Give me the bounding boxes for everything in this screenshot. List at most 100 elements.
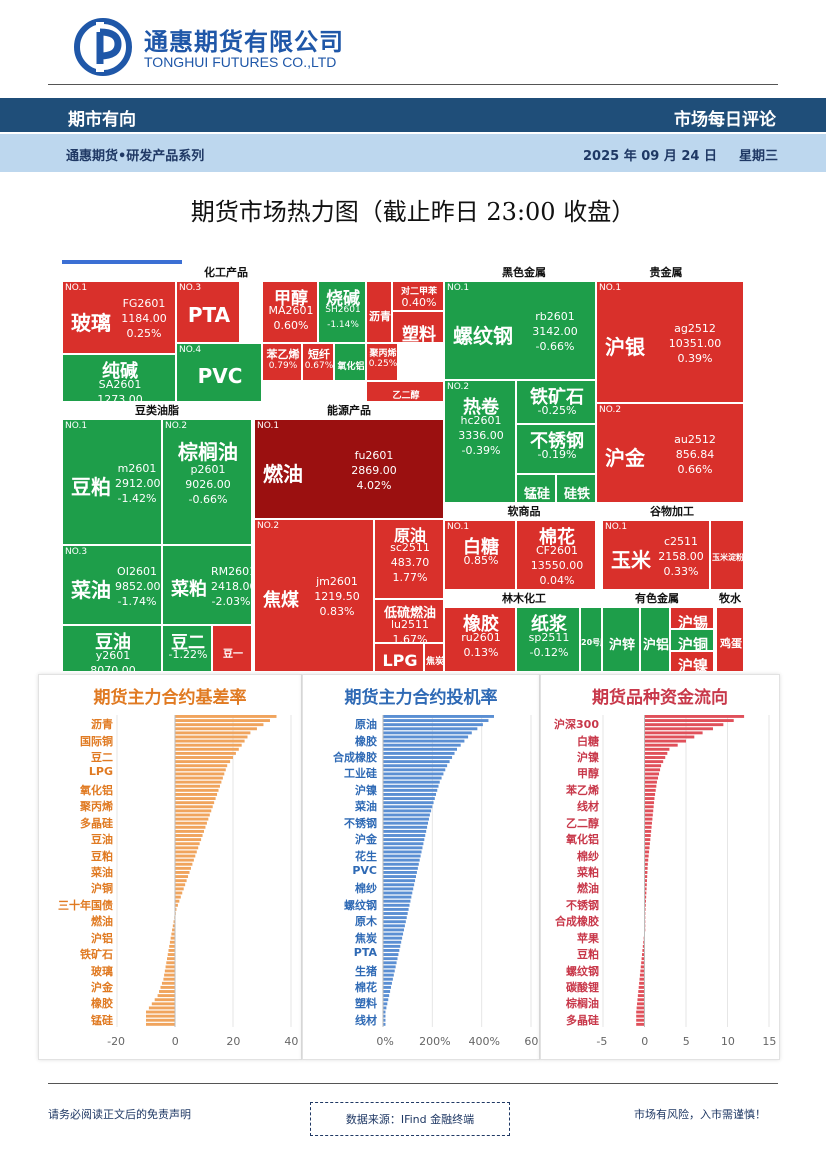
- bar: [383, 788, 438, 792]
- tick-label: -20: [107, 1035, 126, 1048]
- heatmap-tile[interactable]: 橡胶 ru2601 0.13%: [444, 607, 516, 672]
- heatmap-tile[interactable]: 烧碱 SH2601 -1.14%: [318, 281, 366, 343]
- bar: [146, 1010, 175, 1014]
- bar: [383, 780, 440, 784]
- heatmap-tile[interactable]: 硅铁: [556, 474, 596, 503]
- bar: [175, 895, 181, 899]
- tile-name: 豆粕: [71, 475, 111, 499]
- category-label: 铁矿石: [80, 948, 113, 962]
- tick-label: 0%: [376, 1035, 394, 1048]
- heatmap-tile[interactable]: 20号胶: [580, 607, 602, 672]
- heatmap-tile[interactable]: 乙二醇: [366, 381, 444, 402]
- category-label: 棕榈油: [566, 997, 599, 1011]
- heatmap-tile[interactable]: 锰硅: [516, 474, 556, 503]
- bar: [172, 928, 175, 932]
- heatmap-tile[interactable]: 甲醇 MA2601 0.60%: [262, 281, 318, 343]
- heatmap-tile[interactable]: 对二甲苯 0.40%: [392, 281, 444, 311]
- heatmap-tile[interactable]: NO.4 PVC: [176, 343, 262, 402]
- category-label: 甲醇: [577, 767, 599, 781]
- tile-quote: p2601 9026.00 -0.66%: [185, 463, 231, 506]
- heatmap-tile[interactable]: NO.2 焦煤 jm2601 1219.50 0.83%: [254, 519, 374, 672]
- heatmap-tile[interactable]: 焦炭: [424, 643, 444, 672]
- heatmap-tile[interactable]: 豆二 -1.22%: [162, 625, 212, 672]
- bar: [644, 829, 652, 833]
- bar: [146, 1022, 175, 1026]
- heatmap-tile[interactable]: 塑料: [392, 311, 444, 343]
- category-label: 螺纹钢: [344, 898, 377, 912]
- heatmap-tile[interactable]: NO.1 玉米 c2511 2158.00 0.33%: [602, 520, 710, 590]
- heatmap-tile[interactable]: 不锈钢 -0.19%: [516, 424, 596, 474]
- heatmap-tile[interactable]: NO.3 菜油 OI2601 9852.00 -1.74%: [62, 545, 162, 625]
- tile-name: 玻璃: [71, 310, 111, 335]
- heatmap-tile[interactable]: NO.2 沪金 au2512 856.84 0.66%: [596, 403, 744, 503]
- bar: [640, 965, 645, 969]
- heatmap-tile[interactable]: 沥青: [366, 281, 392, 343]
- bar: [383, 838, 425, 842]
- bar: [175, 743, 242, 747]
- heatmap-tile[interactable]: 鸡蛋: [716, 607, 744, 672]
- heatmap-tile[interactable]: 沪铜: [670, 629, 714, 651]
- bar: [169, 944, 175, 948]
- heatmap-tile[interactable]: 豆一: [212, 625, 252, 672]
- bar: [644, 887, 647, 891]
- category-label: 沪镍: [355, 783, 377, 797]
- bar: [175, 780, 222, 784]
- bar: [644, 875, 648, 879]
- bar: [383, 821, 429, 825]
- tile-rank: NO.3: [65, 547, 88, 557]
- heatmap-tile[interactable]: NO.1 玻璃 FG2601 1184.00 0.25%: [62, 281, 176, 354]
- tile-rank: NO.2: [165, 421, 188, 431]
- heatmap-tile[interactable]: NO.1 豆粕 m2601 2912.00 -1.42%: [62, 419, 162, 545]
- bar: [175, 747, 239, 751]
- heatmap-tile[interactable]: NO.2 热卷 hc2601 3336.00 -0.39%: [444, 380, 516, 503]
- heatmap-tile[interactable]: 沪锌: [602, 607, 640, 672]
- heatmap-tile[interactable]: NO.1 螺纹钢 rb2601 3142.00 -0.66%: [444, 281, 596, 380]
- heatmap-tile[interactable]: 铁矿石 -0.25%: [516, 380, 596, 424]
- tick-label: 20: [226, 1035, 241, 1048]
- heatmap-tile[interactable]: 短纤 0.67%: [302, 343, 334, 381]
- tile-name: 甲醇: [274, 289, 308, 309]
- heatmap-tile[interactable]: NO.2 棕榈油 p2601 9026.00 -0.66%: [162, 419, 252, 545]
- tile-quote: ru2601 0.13%: [461, 631, 501, 659]
- tile-quote: 0.79%: [268, 361, 298, 371]
- heatmap-sector-label: 林木化工: [444, 590, 604, 607]
- tile-name: 低硫燃油: [383, 606, 436, 621]
- tile-rank: NO.1: [65, 421, 88, 431]
- tile-name: 白糖: [463, 537, 499, 558]
- tile-name: 焦炭: [425, 657, 444, 667]
- heatmap-tile[interactable]: 原油 sc2511 483.70 1.77%: [374, 519, 444, 599]
- tile-name: 棕榈油: [178, 440, 238, 464]
- heatmap-tile[interactable]: 聚丙烯 0.25%: [366, 343, 398, 381]
- heatmap-tile[interactable]: 菜粕 RM2601 2418.00 -2.03%: [162, 545, 252, 625]
- tile-name: 沪金: [605, 446, 645, 470]
- tile-quote: -0.19%: [537, 448, 577, 461]
- heatmap-tile[interactable]: NO.1 沪银 ag2512 10351.00 0.39%: [596, 281, 744, 403]
- heatmap-tile[interactable]: 沪锡: [670, 607, 714, 629]
- heatmap-tile[interactable]: NO.1 燃油 fu2601 2869.00 4.02%: [254, 419, 444, 519]
- heatmap-tile[interactable]: 纸浆 sp2511 -0.12%: [516, 607, 580, 672]
- heatmap-tile[interactable]: 低硫燃油 lu2511 1.67%: [374, 599, 444, 643]
- tile-quote: hc2601 3336.00 -0.39%: [458, 414, 504, 457]
- bar: [159, 990, 175, 993]
- heatmap-tile[interactable]: 玉米淀粉: [710, 520, 744, 590]
- tick-label: 15: [762, 1035, 777, 1048]
- heatmap-tile[interactable]: NO.1 白糖 0.85%: [444, 520, 516, 590]
- heatmap-tile[interactable]: LPG: [374, 643, 424, 672]
- heatmap-tile[interactable]: 沪铝: [640, 607, 670, 672]
- bar: [175, 756, 233, 759]
- heatmap-tile[interactable]: NO.3 PTA: [176, 281, 240, 343]
- heatmap-tile[interactable]: 苯乙烯 0.79%: [262, 343, 302, 381]
- tile-name: 豆一: [223, 648, 243, 660]
- weekday-text: 星期三: [738, 149, 778, 164]
- tile-name: 菜油: [71, 578, 111, 602]
- category-label: 氧化铝: [566, 833, 599, 847]
- heatmap-tile[interactable]: 沪镍: [670, 651, 714, 672]
- bar: [639, 977, 645, 981]
- heatmap-tile[interactable]: 棉花 CF2601 13550.00 0.04%: [516, 520, 596, 590]
- bar: [175, 793, 218, 796]
- tile-name: 玉米淀粉: [712, 553, 744, 562]
- heatmap-tile[interactable]: 氧化铝: [334, 343, 366, 381]
